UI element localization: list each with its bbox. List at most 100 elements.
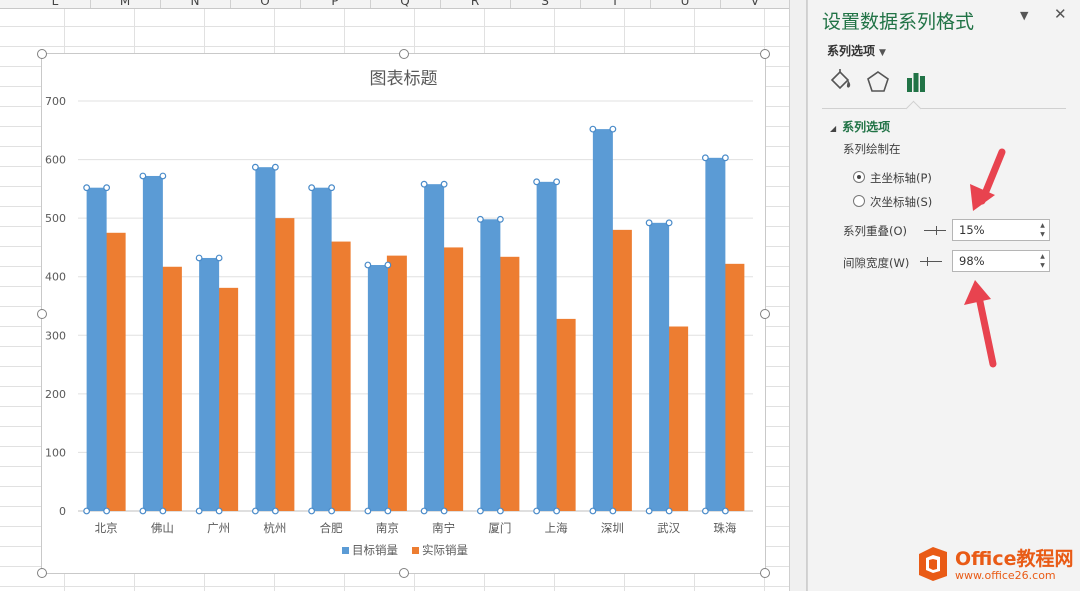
column-header-V[interactable]: V [720, 0, 790, 8]
series-selection-handle[interactable] [328, 184, 336, 192]
column-header-N[interactable]: N [160, 0, 231, 8]
bar-target-sales[interactable] [199, 257, 220, 511]
column-header-Q[interactable]: Q [370, 0, 441, 8]
series-selection-handle[interactable] [553, 507, 561, 515]
bar-target-sales[interactable] [480, 219, 501, 512]
series-selection-handle[interactable] [364, 507, 372, 515]
series-selection-handle[interactable] [384, 507, 392, 515]
legend-label[interactable]: 实际销量 [422, 543, 468, 557]
column-header-P[interactable]: P [300, 0, 371, 8]
chart-resize-handle[interactable] [37, 49, 47, 59]
slider-thumb[interactable] [927, 257, 928, 266]
bar-target-sales[interactable] [255, 167, 276, 511]
series-selection-handle[interactable] [701, 507, 709, 515]
bar-actual-sales[interactable] [668, 326, 689, 512]
spin-down-icon[interactable]: ▼ [1040, 262, 1045, 269]
primary-axis-radio[interactable] [853, 171, 865, 183]
close-icon[interactable]: ✕ [1054, 5, 1067, 23]
series-selection-handle[interactable] [364, 261, 372, 269]
series-selection-handle[interactable] [645, 507, 653, 515]
spin-down-icon[interactable]: ▼ [1040, 231, 1045, 238]
bar-actual-sales[interactable] [105, 232, 126, 512]
column-header-O[interactable]: O [230, 0, 301, 8]
secondary-axis-radio[interactable] [853, 195, 865, 207]
bar-actual-sales[interactable] [330, 241, 351, 512]
series-selection-handle[interactable] [533, 507, 541, 515]
series-overlap-input[interactable] [953, 220, 1043, 240]
series-selection-handle[interactable] [721, 507, 729, 515]
series-selection-handle[interactable] [308, 507, 316, 515]
chart-resize-handle[interactable] [398, 49, 409, 59]
series-selection-handle[interactable] [609, 507, 617, 515]
column-header-R[interactable]: R [440, 0, 511, 8]
column-header-M[interactable]: M [90, 0, 161, 8]
bar-target-sales[interactable] [311, 187, 332, 511]
effects-pentagon-icon[interactable] [864, 68, 892, 96]
bar-target-sales[interactable] [649, 222, 670, 512]
series-selection-handle[interactable] [533, 178, 541, 186]
series-options-menu[interactable]: 系列选项 ▼ [827, 42, 886, 59]
column-header-S[interactable]: S [510, 0, 581, 8]
series-selection-handle[interactable] [159, 507, 167, 515]
column-header-L[interactable]: L [20, 0, 91, 8]
series-selection-handle[interactable] [665, 219, 673, 227]
primary-axis-option[interactable]: 主坐标轴(P) [853, 170, 932, 186]
series-selection-handle[interactable] [195, 254, 203, 262]
bar-actual-sales[interactable] [386, 255, 407, 511]
series-selection-handle[interactable] [589, 125, 597, 133]
series-selection-handle[interactable] [476, 507, 484, 515]
series-selection-handle[interactable] [195, 507, 203, 515]
chart-resize-handle[interactable] [760, 49, 770, 59]
bar-actual-sales[interactable] [611, 229, 632, 511]
chart-resize-handle[interactable] [398, 568, 409, 578]
vertical-scrollbar[interactable] [789, 0, 807, 591]
series-selection-handle[interactable] [553, 178, 561, 186]
series-selection-handle[interactable] [83, 507, 91, 515]
column-header-T[interactable]: T [580, 0, 651, 8]
chart-resize-handle[interactable] [760, 308, 770, 319]
series-selection-handle[interactable] [251, 163, 259, 171]
series-selection-handle[interactable] [665, 507, 673, 515]
gap-width-input[interactable] [953, 251, 1043, 271]
bar-actual-sales[interactable] [555, 318, 576, 511]
gap-width-slider[interactable] [920, 256, 942, 266]
series-overlap-spinner[interactable]: ▲ ▼ [952, 219, 1050, 241]
slider-thumb[interactable] [936, 226, 937, 235]
series-selection-handle[interactable] [328, 507, 336, 515]
fill-line-icon[interactable] [826, 68, 854, 96]
chart-area[interactable]: 0 100 200 300 400 500 600 700 北京 佛山 广州 杭州 合肥 南京 南宁 厦门 上海… [37, 49, 770, 578]
section-series-options[interactable]: ◢ 系列选项 [830, 118, 890, 135]
series-selection-handle[interactable] [440, 180, 448, 188]
bar-target-sales[interactable] [536, 181, 557, 511]
series-selection-handle[interactable] [215, 507, 223, 515]
series-selection-handle[interactable] [271, 163, 279, 171]
series-selection-handle[interactable] [440, 507, 448, 515]
bar-target-sales[interactable] [367, 265, 388, 511]
bar-target-sales[interactable] [705, 157, 726, 512]
legend-label[interactable]: 目标销量 [352, 543, 398, 557]
bar-actual-sales[interactable] [724, 263, 745, 511]
series-selection-handle[interactable] [645, 219, 653, 227]
gap-width-spinner[interactable]: ▲ ▼ [952, 250, 1050, 272]
spin-up-icon[interactable]: ▲ [1040, 253, 1045, 260]
chevron-down-icon[interactable]: ▼ [1020, 9, 1029, 22]
spin-up-icon[interactable]: ▲ [1040, 222, 1045, 229]
series-selection-handle[interactable] [420, 180, 428, 188]
series-selection-handle[interactable] [215, 254, 223, 262]
bar-actual-sales[interactable] [274, 218, 295, 511]
series-selection-handle[interactable] [251, 507, 259, 515]
series-selection-handle[interactable] [476, 215, 484, 223]
series-selection-handle[interactable] [103, 184, 111, 192]
series-selection-handle[interactable] [609, 125, 617, 133]
bar-actual-sales[interactable] [161, 266, 182, 511]
series-selection-handle[interactable] [384, 261, 392, 269]
series-options-bar-icon[interactable] [902, 68, 930, 96]
series-selection-handle[interactable] [139, 507, 147, 515]
series-overlap-slider[interactable] [924, 225, 946, 235]
series-selection-handle[interactable] [271, 507, 279, 515]
bar-target-sales[interactable] [592, 129, 613, 511]
chart-resize-handle[interactable] [37, 568, 47, 578]
series-selection-handle[interactable] [83, 184, 91, 192]
series-selection-handle[interactable] [589, 507, 597, 515]
series-selection-handle[interactable] [420, 507, 428, 515]
